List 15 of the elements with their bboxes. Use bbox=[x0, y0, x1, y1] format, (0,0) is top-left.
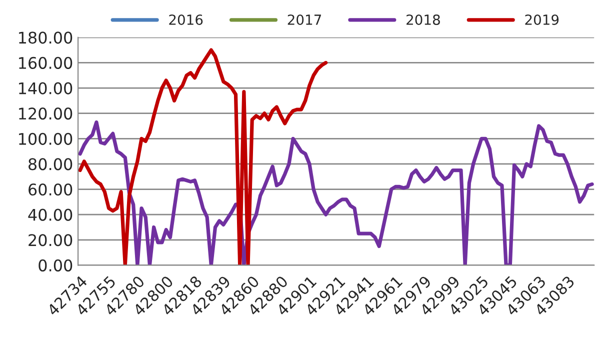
y-tick-label: 120.00 bbox=[19, 108, 72, 120]
legend-label: 2017 bbox=[288, 14, 321, 25]
y-tick-label: 60.00 bbox=[28, 183, 72, 196]
line-series bbox=[78, 48, 328, 266]
legend-label: 2019 bbox=[525, 14, 559, 25]
y-tick-label: 0.00 bbox=[38, 259, 72, 272]
legend-label: 2016 bbox=[169, 14, 203, 25]
legend-label: 2018 bbox=[406, 14, 440, 25]
y-tick-label: 20.00 bbox=[28, 234, 72, 246]
y-tick-label: 160.00 bbox=[19, 56, 72, 70]
y-tick-label: 100.00 bbox=[19, 132, 72, 145]
y-tick-label: 180.00 bbox=[19, 32, 72, 44]
y-tick-label: 140.00 bbox=[19, 82, 72, 94]
y-tick-label: 40.00 bbox=[28, 208, 72, 221]
y-tick-label: 80.00 bbox=[28, 158, 72, 170]
